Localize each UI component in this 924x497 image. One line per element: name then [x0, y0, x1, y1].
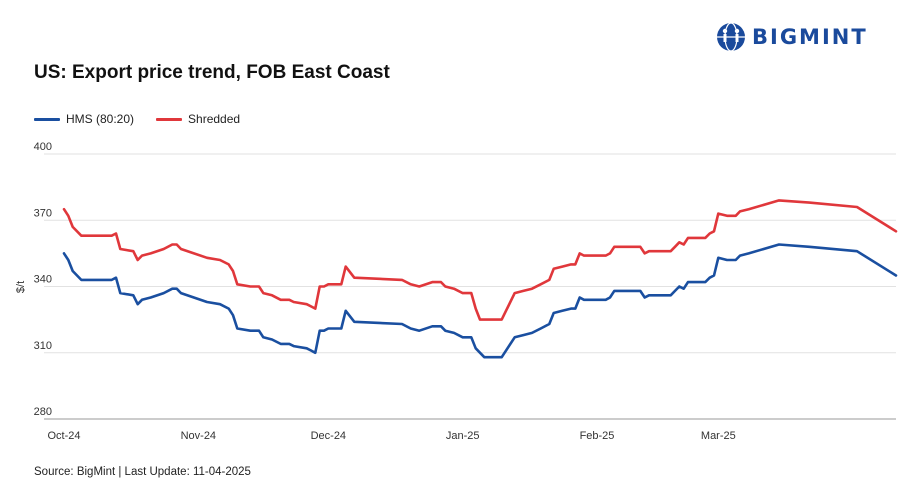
series-line-shredded — [62, 199, 898, 321]
x-tick-label: Jan-25 — [446, 430, 480, 442]
chart-title: US: Export price trend, FOB East Coast — [34, 62, 390, 83]
series-line-hms — [62, 243, 898, 359]
source-note: Source: BigMint | Last Update: 11-04-202… — [34, 466, 251, 478]
gridlines — [44, 153, 896, 420]
legend: HMS (80:20) Shredded — [34, 112, 262, 126]
legend-item-shredded: Shredded — [156, 112, 240, 126]
legend-label-shredded: Shredded — [188, 112, 241, 126]
x-tick-label: Mar-25 — [701, 430, 736, 442]
x-tick-label: Feb-25 — [580, 430, 615, 442]
bigmint-logo: BIGMINT — [716, 20, 868, 54]
x-tick-label: Dec-24 — [311, 430, 346, 442]
y-axis-label: $/t — [15, 281, 27, 293]
y-tick-label: 310 — [34, 340, 52, 352]
x-axis-ticks: Oct-24 Nov-24 Dec-24 Jan-25 Feb-25 Mar-25 — [47, 430, 735, 442]
globe-people-icon — [717, 22, 745, 52]
y-axis-ticks: 400 370 340 310 280 — [34, 141, 52, 418]
y-tick-label: 370 — [34, 207, 52, 219]
series-lines — [62, 199, 898, 359]
y-tick-label: 340 — [34, 274, 52, 286]
y-tick-label: 400 — [34, 141, 52, 153]
legend-swatch-hms — [34, 117, 60, 121]
y-tick-label: 280 — [34, 406, 52, 418]
brand-name: BIGMINT — [752, 25, 868, 49]
legend-label-hms: HMS (80:20) — [66, 112, 135, 126]
x-tick-label: Nov-24 — [181, 430, 216, 442]
x-tick-label: Oct-24 — [47, 430, 80, 442]
legend-swatch-shredded — [156, 117, 183, 121]
legend-item-hms: HMS (80:20) — [34, 112, 134, 126]
